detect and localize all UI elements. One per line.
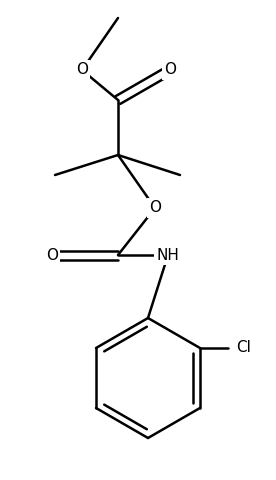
- Text: O: O: [46, 248, 58, 263]
- Text: O: O: [164, 62, 176, 77]
- Text: NH: NH: [156, 248, 179, 263]
- Text: O: O: [149, 201, 161, 216]
- Text: Cl: Cl: [236, 340, 251, 356]
- Text: O: O: [76, 62, 88, 77]
